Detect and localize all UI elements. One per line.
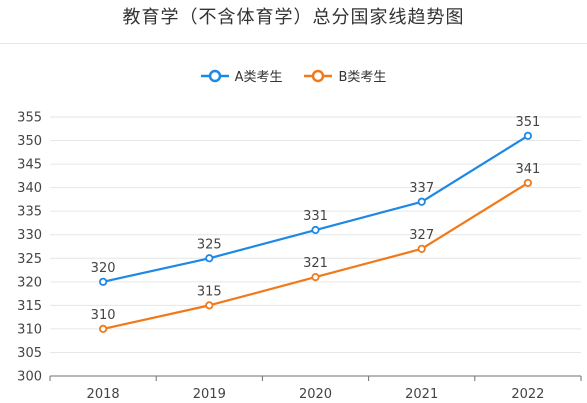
data-label: 321 xyxy=(303,256,328,271)
data-label: 327 xyxy=(409,228,434,243)
y-tick-label: 350 xyxy=(17,134,42,149)
data-label: 310 xyxy=(91,308,116,323)
data-point xyxy=(99,324,108,334)
x-tick-label: 2020 xyxy=(299,387,332,402)
y-tick-label: 330 xyxy=(17,228,42,243)
data-label: 315 xyxy=(197,284,222,299)
data-label: 341 xyxy=(515,162,540,177)
y-tick-label: 320 xyxy=(17,275,42,290)
data-label: 337 xyxy=(409,181,434,196)
data-point xyxy=(523,131,533,140)
legend-label-a: A类考生 xyxy=(234,70,283,85)
y-tick-label: 305 xyxy=(17,346,42,361)
x-tick-label: 2021 xyxy=(405,387,438,402)
x-tick-label: 2019 xyxy=(193,387,226,402)
data-label: 351 xyxy=(515,115,540,130)
legend-label-b: B类考生 xyxy=(338,70,387,85)
x-tick-label: 2022 xyxy=(511,387,544,402)
x-tick-label: 2018 xyxy=(87,387,120,402)
data-label: 331 xyxy=(303,209,328,224)
data-point xyxy=(205,301,214,310)
data-point xyxy=(523,178,533,188)
y-tick-label: 345 xyxy=(17,158,42,173)
legend-item-b[interactable]: B类考生 xyxy=(304,66,386,85)
y-tick-label: 310 xyxy=(17,322,42,337)
y-tick-label: 300 xyxy=(17,370,42,385)
data-point xyxy=(99,277,108,286)
y-tick-label: 325 xyxy=(17,252,42,267)
data-point xyxy=(417,197,426,206)
legend-line-marker-a-icon xyxy=(200,69,229,82)
legend-item-a[interactable]: A类考生 xyxy=(200,66,283,85)
y-tick-label: 315 xyxy=(17,299,42,314)
data-point xyxy=(311,225,320,235)
chart-legend: A类考生 B类考生 xyxy=(0,66,587,85)
data-label: 325 xyxy=(197,237,222,252)
data-point xyxy=(417,244,426,253)
data-label: 320 xyxy=(91,261,116,276)
y-tick-label: 355 xyxy=(17,111,42,126)
data-point xyxy=(311,273,320,282)
chart-title: 教育学（不含体育学）总分国家线趋势图 xyxy=(122,7,465,28)
data-point xyxy=(205,254,214,263)
y-tick-label: 340 xyxy=(17,181,42,196)
title-divider xyxy=(0,43,587,44)
y-tick-label: 335 xyxy=(17,205,42,220)
legend-line-marker-b-icon xyxy=(304,69,333,82)
